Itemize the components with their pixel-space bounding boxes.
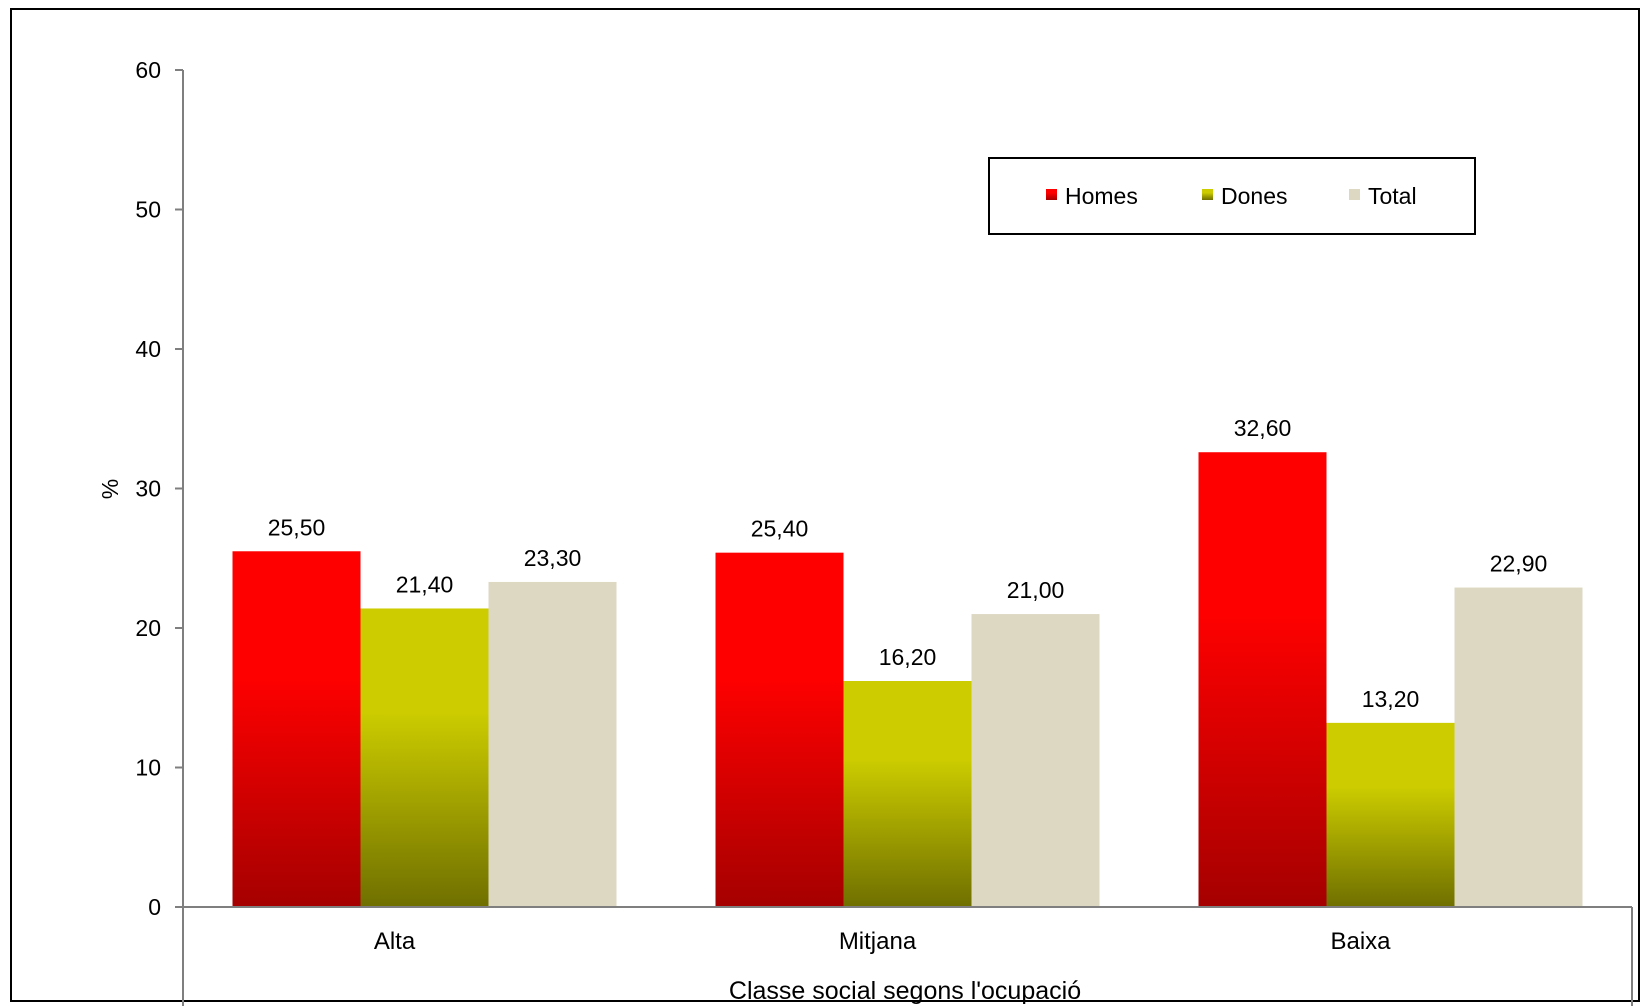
data-label-homes-alta: 25,50 xyxy=(268,514,326,540)
bar-total-alta xyxy=(488,581,617,907)
legend-label-homes: Homes xyxy=(1065,183,1138,209)
bar-homes-alta xyxy=(232,551,361,907)
legend-box xyxy=(988,157,1476,235)
legend-swatch-homes xyxy=(1046,189,1057,200)
legend-swatch-total xyxy=(1349,189,1360,200)
data-label-total-mitjana: 21,00 xyxy=(1007,577,1065,603)
data-label-dones-alta: 21,40 xyxy=(396,571,454,597)
bar-dones-baixa xyxy=(1326,722,1455,907)
bar-homes-baixa xyxy=(1198,452,1327,907)
bar-dones-mitjana xyxy=(843,681,972,907)
y-tick-label: 50 xyxy=(135,197,161,223)
y-tick-label: 40 xyxy=(135,336,161,362)
y-tick-label: 20 xyxy=(135,615,161,641)
y-tick-label: 60 xyxy=(135,57,161,83)
bar-total-mitjana xyxy=(971,614,1100,907)
y-tick-label: 30 xyxy=(135,476,161,502)
bar-homes-mitjana xyxy=(715,552,844,907)
data-label-dones-mitjana: 16,20 xyxy=(879,644,937,670)
legend-label-dones: Dones xyxy=(1221,183,1287,209)
category-label-mitjana: Mitjana xyxy=(839,928,917,955)
y-tick-label: 10 xyxy=(135,755,161,781)
category-label-baixa: Baixa xyxy=(1330,928,1391,955)
category-labels: Alta Mitjana Baixa xyxy=(374,928,1391,955)
y-axis-ticks: 0 10 20 30 40 50 60 xyxy=(135,57,183,920)
y-axis-title: % xyxy=(97,479,123,499)
data-label-homes-baixa: 32,60 xyxy=(1234,415,1292,441)
x-axis-title: Classe social segons l'ocupació xyxy=(729,977,1081,1005)
data-label-dones-baixa: 13,20 xyxy=(1362,686,1420,712)
bars-layer xyxy=(232,452,1583,907)
legend-label-total: Total xyxy=(1368,183,1417,209)
data-label-homes-mitjana: 25,40 xyxy=(751,516,809,542)
data-labels: 25,50 21,40 23,30 25,40 16,20 21,00 32,60 13,20… xyxy=(268,415,1548,712)
bar-total-baixa xyxy=(1454,587,1583,907)
legend-items: Homes Dones Total xyxy=(1046,183,1417,209)
data-label-total-baixa: 22,90 xyxy=(1490,551,1548,577)
legend: Homes Dones Total xyxy=(988,157,1476,235)
legend-swatch-dones xyxy=(1202,189,1213,200)
y-tick-label: 0 xyxy=(148,894,161,920)
category-label-alta: Alta xyxy=(374,928,416,955)
data-label-total-alta: 23,30 xyxy=(524,545,582,571)
bar-dones-alta xyxy=(360,608,489,907)
